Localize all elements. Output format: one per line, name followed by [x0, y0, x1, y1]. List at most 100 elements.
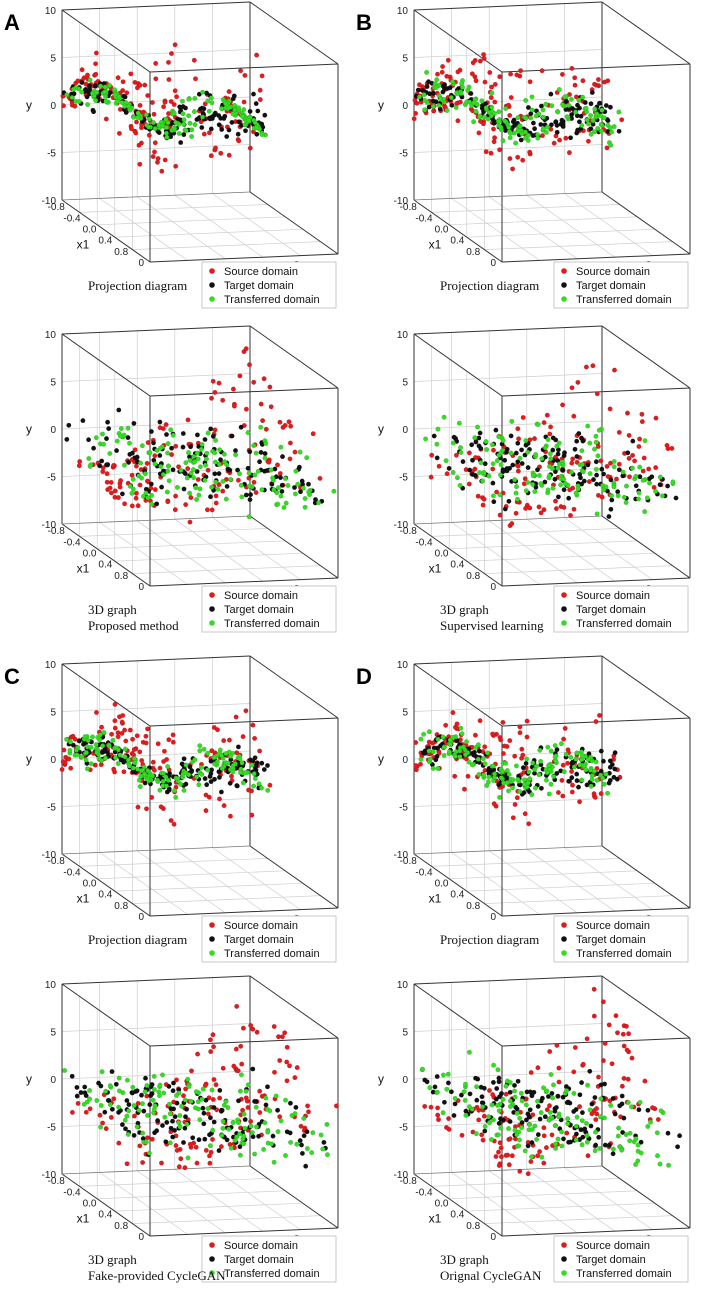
transferred-domain-point: [625, 1099, 631, 1105]
transferred-domain-point: [87, 77, 93, 83]
source-domain-point: [479, 1132, 485, 1138]
target-domain-point: [561, 487, 567, 493]
source-domain-point: [210, 378, 216, 384]
source-domain-point: [506, 1162, 512, 1168]
source-domain-point: [151, 149, 157, 155]
target-domain-point: [506, 498, 512, 504]
source-domain-point: [560, 793, 566, 799]
target-domain-point: [445, 1080, 451, 1086]
transferred-domain-point: [533, 113, 539, 119]
transferred-domain-point: [473, 1131, 479, 1137]
target-domain-point: [420, 87, 426, 93]
target-domain-point: [609, 497, 615, 503]
floor-gridline: [174, 848, 264, 912]
target-domain-point: [298, 489, 304, 495]
target-domain-point: [578, 435, 584, 441]
source-domain-point: [624, 1047, 630, 1053]
box-edge: [149, 1037, 339, 1047]
source-domain-point: [430, 740, 436, 746]
target-domain-point: [657, 482, 663, 488]
transferred-domain-point: [444, 107, 450, 113]
x1-tick-label: 0.8: [114, 901, 128, 912]
target-domain-point: [615, 489, 621, 495]
source-domain-point: [519, 746, 525, 752]
source-domain-point: [614, 476, 620, 482]
target-domain-point: [211, 776, 217, 782]
transferred-domain-point: [458, 449, 464, 455]
source-domain-point: [165, 59, 171, 65]
source-domain-point: [444, 73, 450, 79]
target-domain-point: [560, 467, 566, 473]
source-domain-point: [137, 1143, 143, 1149]
target-domain-point: [598, 748, 604, 754]
target-domain-point: [201, 1110, 207, 1116]
transferred-domain-point: [320, 1146, 326, 1152]
source-domain-point: [207, 1037, 213, 1043]
transferred-domain-point: [157, 1082, 163, 1088]
transferred-domain-point: [182, 1097, 188, 1103]
transferred-domain-point: [421, 731, 427, 737]
x1-tick-label: 0.4: [98, 890, 112, 901]
transferred-domain-point: [548, 1071, 554, 1077]
transferred-domain-point: [212, 450, 218, 456]
target-domain-point: [106, 426, 112, 432]
source-domain-point: [243, 346, 249, 352]
source-domain-point: [498, 737, 504, 743]
transferred-domain-point: [203, 456, 209, 462]
target-domain-point: [114, 448, 120, 454]
transferred-domain-point: [138, 768, 144, 774]
transferred-domain-point: [655, 1153, 661, 1159]
target-domain-point: [216, 122, 222, 128]
transferred-domain-point: [127, 107, 133, 113]
transferred-domain-point: [472, 435, 478, 441]
transferred-domain-point: [427, 1085, 433, 1091]
target-domain-point: [538, 785, 544, 791]
source-domain-point: [507, 738, 513, 744]
floor-gridline: [449, 870, 638, 880]
transferred-domain-point: [491, 1062, 497, 1068]
target-domain-point: [463, 1108, 469, 1114]
source-domain-point: [642, 1078, 648, 1084]
transferred-domain-point: [163, 783, 169, 789]
x1-tick-label: -0.8: [48, 1176, 66, 1187]
target-domain-point: [476, 748, 482, 754]
target-domain-point: [513, 450, 519, 456]
legend-label: Transferred domain: [224, 948, 320, 960]
target-domain-point: [606, 780, 612, 786]
transferred-domain-point: [157, 445, 163, 451]
source-domain-point: [632, 458, 638, 464]
source-domain-point: [561, 504, 567, 510]
source-domain-point: [527, 79, 533, 85]
transferred-domain-point: [526, 769, 532, 775]
target-domain-point: [588, 1123, 594, 1129]
target-domain-point: [566, 495, 572, 501]
source-domain-point: [103, 1126, 109, 1132]
transferred-domain-point: [293, 468, 299, 474]
target-domain-point: [476, 443, 482, 449]
source-domain-point: [124, 1161, 130, 1167]
transferred-domain-point: [546, 762, 552, 768]
floor-gridline: [99, 198, 188, 261]
floor-gridline: [431, 858, 620, 867]
back-wall-gridline: [413, 373, 603, 382]
floor-gridline: [114, 1202, 303, 1212]
transferred-domain-point: [200, 114, 206, 120]
transferred-domain-point: [633, 1136, 639, 1142]
source-domain-point: [211, 1076, 217, 1082]
transferred-domain-point: [434, 77, 440, 83]
y-tick-label: -5: [47, 1123, 56, 1134]
target-domain-point: [190, 1135, 196, 1141]
target-domain-point: [148, 481, 154, 487]
x1-axis-label: x1: [77, 1212, 90, 1226]
panel-caption: Projection diagram: [440, 932, 539, 947]
transferred-domain-point: [535, 421, 541, 427]
target-domain-point: [202, 1136, 208, 1142]
transferred-domain-point: [512, 1094, 518, 1100]
y-tick-label: 10: [45, 6, 57, 17]
y-tick-label: -5: [47, 149, 56, 160]
transferred-domain-point: [187, 457, 193, 463]
transferred-domain-point: [450, 469, 456, 475]
target-domain-point: [80, 741, 86, 747]
transferred-domain-point: [297, 449, 303, 455]
source-domain-point: [490, 731, 496, 737]
